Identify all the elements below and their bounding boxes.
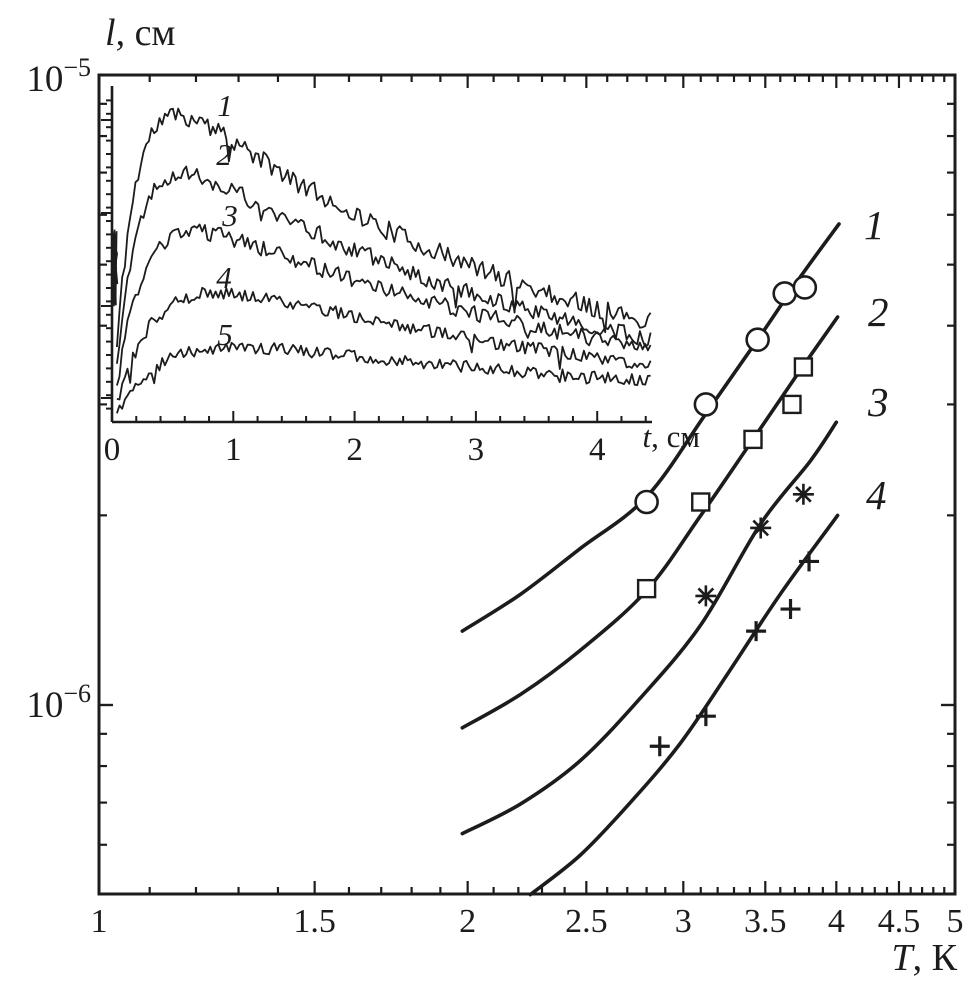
inset-curve-label-text: 1 — [217, 88, 233, 123]
inset-curve-5 — [116, 341, 651, 414]
inset-x-tick-label: 2 — [346, 432, 363, 468]
x-tick-text: 2.5 — [565, 903, 608, 940]
inset-x-tick-text: 4 — [589, 432, 606, 468]
fit-curve-4 — [528, 513, 840, 897]
inset-curve-4 — [116, 286, 652, 401]
x-tick-label: 2 — [459, 903, 476, 940]
data-point-circle — [772, 281, 797, 306]
inset-curve-label-1: 1 — [217, 88, 233, 123]
inset-x-tick-text: 3 — [468, 432, 485, 468]
fit-curve-2 — [460, 315, 840, 730]
curve-label-text: 4 — [866, 472, 887, 518]
curve-label-2: 2 — [868, 289, 889, 335]
data-point-square — [782, 394, 802, 415]
inset-x-axis-variable: t — [642, 419, 652, 454]
data-point-plus — [780, 599, 801, 620]
inset-x-tick-text: 0 — [104, 432, 121, 468]
curve-label-text: 3 — [867, 379, 889, 425]
inset-x-tick-text: 2 — [346, 432, 363, 468]
data-point-asterisk-center — [757, 524, 764, 531]
y-axis-units: , см — [116, 12, 176, 54]
curve-label-4: 4 — [866, 472, 887, 518]
data-point-square — [636, 578, 657, 599]
x-tick-text: 2 — [459, 903, 476, 940]
curve-label-1: 1 — [864, 202, 885, 248]
data-point-square — [743, 429, 763, 450]
inset-curve-3 — [116, 223, 652, 386]
data-point-circle — [792, 275, 818, 300]
x-tick-label: 5 — [947, 903, 964, 940]
x-tick-label: 3.5 — [744, 903, 787, 940]
y-axis-variable: l — [105, 12, 116, 54]
main-plot-frame — [97, 73, 957, 896]
x-tick-label: 2.5 — [565, 903, 608, 940]
curve-label-text: 1 — [864, 202, 885, 248]
y-tick-label: 10−6 — [26, 679, 91, 726]
x-tick-text: 4 — [828, 903, 845, 940]
x-axis-variable: T — [892, 937, 916, 979]
inset-x-tick-text: 1 — [225, 432, 242, 468]
inset-x-tick-label: 1 — [225, 432, 242, 468]
inset-curve-label-text: 5 — [217, 317, 233, 352]
y-tick-exponent: −5 — [63, 53, 91, 82]
inset-curve-2 — [116, 165, 652, 364]
inset-curve-label-5: 5 — [217, 317, 233, 352]
x-tick-label: 4.5 — [878, 903, 921, 940]
x-tick-label: 4 — [828, 903, 845, 940]
curve-label-3: 3 — [867, 379, 889, 425]
inset-x-tick-label: 0 — [104, 432, 121, 468]
y-tick-base: 10 — [26, 59, 63, 100]
x-axis-title: T, К — [892, 937, 958, 979]
x-axis-units: , К — [913, 937, 958, 979]
inset-x-tick-label: 3 — [468, 432, 485, 468]
data-point-asterisk-center — [800, 491, 807, 498]
inset-x-tick-label: 4 — [589, 432, 606, 468]
data-point-asterisk-center — [702, 592, 709, 599]
data-point-plus — [649, 736, 670, 757]
y-tick-label: 10−5 — [26, 53, 91, 100]
data-point-plus — [746, 621, 767, 642]
inset-curve-label-text: 4 — [216, 260, 232, 295]
y-tick-exponent: −6 — [63, 679, 91, 708]
data-point-plus — [799, 551, 820, 572]
inset-curve-label-4: 4 — [216, 260, 232, 295]
x-tick-label: 1 — [91, 903, 108, 940]
inset-curve-label-2: 2 — [216, 137, 232, 172]
inset-curve-label-text: 2 — [216, 137, 232, 172]
data-point-circle — [634, 489, 659, 515]
data-point-circle — [693, 392, 719, 417]
x-tick-text: 1 — [91, 903, 108, 940]
inset-curve-label-3: 3 — [221, 198, 238, 233]
y-axis-title: l, см — [105, 12, 175, 54]
data-point-square — [793, 357, 814, 377]
curve-label-text: 2 — [868, 289, 889, 335]
x-tick-text: 4.5 — [878, 903, 921, 940]
x-tick-label: 3 — [675, 903, 692, 940]
x-tick-label: 1.5 — [293, 903, 336, 940]
fit-curve-3 — [460, 420, 839, 836]
x-tick-text: 1.5 — [293, 903, 336, 940]
x-tick-text: 5 — [947, 903, 964, 940]
data-point-circle — [745, 327, 770, 353]
inset-curve-1 — [116, 107, 652, 348]
data-point-plus — [695, 706, 716, 727]
y-tick-base: 10 — [26, 685, 63, 726]
inset-transient-spike — [111, 229, 119, 307]
data-point-square — [691, 492, 711, 512]
x-tick-text: 3.5 — [744, 903, 787, 940]
inset-curve-label-text: 3 — [221, 198, 238, 233]
x-tick-text: 3 — [675, 903, 692, 940]
